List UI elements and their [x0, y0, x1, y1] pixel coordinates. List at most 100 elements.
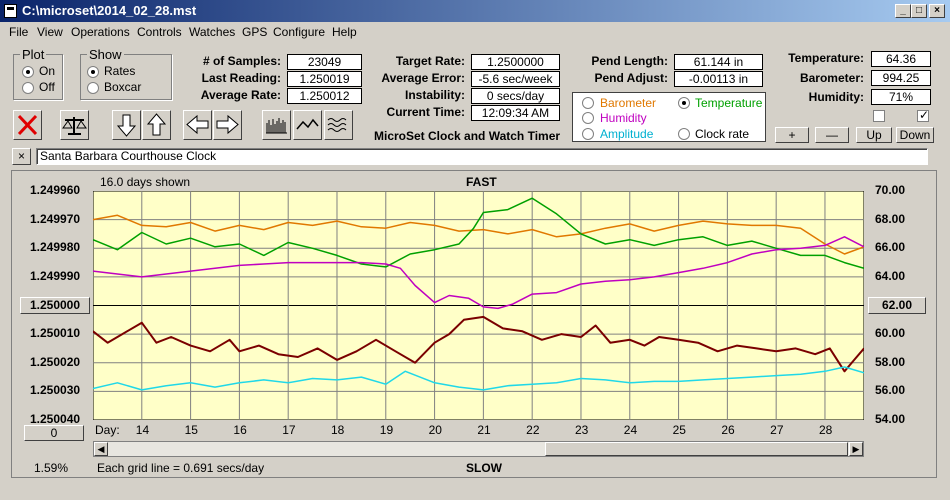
last-reading-value: 1.250019: [287, 71, 362, 87]
clock-name-text: Santa Barbara Courthouse Clock: [40, 149, 217, 163]
minus-button[interactable]: —: [815, 127, 849, 143]
humidity-option-label[interactable]: Humidity: [600, 111, 647, 125]
down-arrow-button[interactable]: [112, 110, 141, 140]
window-title: C:\microset\2014_02_28.mst: [22, 3, 197, 18]
series-line-amplitude: [93, 366, 864, 391]
wave-view-button[interactable]: [324, 110, 353, 140]
left-checkbox[interactable]: [873, 110, 885, 122]
series-select-box: Barometer Temperature Humidity Amplitude…: [572, 92, 766, 142]
maximize-button[interactable]: □: [911, 4, 927, 18]
scroll-thumb[interactable]: [545, 442, 848, 456]
bar-graph-icon: [266, 118, 287, 134]
instability-value: 0 secs/day: [471, 88, 560, 104]
y-left-tick: 1.250040: [30, 412, 81, 426]
x-tick: 24: [623, 423, 638, 437]
menu-file[interactable]: File: [9, 25, 29, 39]
pend-length-value[interactable]: 61.144 in: [674, 54, 763, 70]
close-window-button[interactable]: ×: [929, 4, 945, 18]
app-name-label: MicroSet Clock and Watch Timer: [374, 129, 561, 143]
menu-view[interactable]: View: [37, 25, 63, 39]
menu-gps[interactable]: GPS: [242, 25, 268, 39]
y-right-tick: 68.00: [875, 211, 906, 226]
center-temp-button[interactable]: 62.00: [868, 297, 926, 314]
up-arrow-button[interactable]: [142, 110, 171, 140]
x-tick: 23: [574, 423, 589, 437]
balance-button[interactable]: [60, 110, 89, 140]
menu-controls[interactable]: Controls: [137, 25, 182, 39]
plot-on-radio[interactable]: [22, 66, 34, 78]
average-error-label: Average Error:: [381, 71, 465, 85]
grid-lines: [93, 191, 864, 420]
clear-name-button[interactable]: ×: [12, 148, 31, 165]
series-line-barometer: [93, 214, 864, 255]
x-axis-prefix: Day:: [95, 423, 120, 437]
x-tick: 19: [379, 423, 394, 437]
arrow-up-icon: [146, 113, 167, 136]
amplitude-option-label[interactable]: Amplitude: [600, 127, 654, 141]
show-boxcar-label[interactable]: Boxcar: [104, 80, 142, 94]
calculator-icon[interactable]: [4, 4, 17, 18]
humidity-radio[interactable]: [582, 112, 594, 124]
barometer-option-label[interactable]: Barometer: [600, 96, 657, 110]
arrow-right-icon: [216, 114, 239, 135]
y-right-tick: 66.00: [875, 240, 906, 255]
y-right-tick: 70.00: [875, 183, 906, 197]
y-left-tick: 1.249970: [30, 211, 81, 226]
clock-rate-radio[interactable]: [678, 128, 690, 140]
percent-label: 1.59%: [34, 461, 69, 475]
x-tick: 17: [282, 423, 296, 437]
right-checkbox[interactable]: [917, 108, 929, 122]
show-rates-label[interactable]: Rates: [104, 64, 136, 78]
y-right-tick: 54.00: [875, 412, 906, 426]
humidity-label: Humidity:: [808, 90, 864, 104]
samples-label: # of Samples:: [202, 54, 281, 68]
up-button[interactable]: Up: [856, 127, 892, 143]
menu-help[interactable]: Help: [332, 25, 357, 39]
center-rate-button[interactable]: 1.250000: [20, 297, 90, 314]
show-group: Show Rates Boxcar: [80, 47, 172, 100]
x-tick: 27: [770, 423, 784, 437]
fast-label: FAST: [466, 175, 497, 189]
down-button[interactable]: Down: [896, 127, 934, 143]
target-rate-value[interactable]: 1.2500000: [471, 54, 560, 70]
line-graph-icon: [296, 118, 319, 130]
show-boxcar-radio[interactable]: [87, 82, 99, 94]
temperature-radio[interactable]: [678, 97, 690, 109]
amplitude-radio[interactable]: [582, 128, 594, 140]
minimize-button[interactable]: _: [895, 4, 911, 18]
menu-watches[interactable]: Watches: [189, 25, 236, 39]
y-left-tick: 1.249960: [30, 183, 81, 197]
right-arrow-button[interactable]: [213, 110, 242, 140]
menu-configure[interactable]: Configure: [273, 25, 326, 39]
x-tick: 28: [818, 423, 833, 437]
show-rates-radio[interactable]: [87, 66, 99, 78]
barometer-radio[interactable]: [582, 97, 594, 109]
y-right-tick: 56.00: [875, 383, 906, 398]
line-view-button[interactable]: [293, 110, 322, 140]
zero-button[interactable]: 0: [24, 425, 84, 441]
red-x-icon: [17, 114, 38, 136]
arrow-left-icon: [186, 114, 209, 135]
left-arrow-button[interactable]: [183, 110, 212, 140]
plot-area[interactable]: [93, 191, 864, 420]
bars-view-button[interactable]: [262, 110, 291, 140]
series-lines: [93, 197, 864, 391]
clock-name-input[interactable]: Santa Barbara Courthouse Clock: [36, 148, 928, 165]
y-right-tick: 60.00: [875, 326, 906, 341]
plot-off-label[interactable]: Off: [39, 80, 55, 94]
current-time-label: Current Time:: [386, 105, 465, 119]
x-tick: 20: [428, 423, 442, 437]
series-line-temperature: [93, 197, 864, 270]
horizontal-scrollbar[interactable]: ◀ ▶: [93, 441, 864, 457]
pend-length-label: Pend Length:: [591, 54, 668, 68]
stop-button[interactable]: [13, 110, 42, 140]
scroll-right-button[interactable]: ▶: [849, 442, 863, 456]
plot-on-label[interactable]: On: [39, 64, 56, 78]
menu-operations[interactable]: Operations: [71, 25, 130, 39]
clock-rate-option-label[interactable]: Clock rate: [695, 127, 750, 141]
samples-value: 23049: [287, 54, 362, 70]
scroll-left-button[interactable]: ◀: [94, 442, 108, 456]
plot-off-radio[interactable]: [22, 82, 34, 94]
plus-button[interactable]: +: [775, 127, 809, 143]
temperature-option-label[interactable]: Temperature: [695, 96, 763, 110]
